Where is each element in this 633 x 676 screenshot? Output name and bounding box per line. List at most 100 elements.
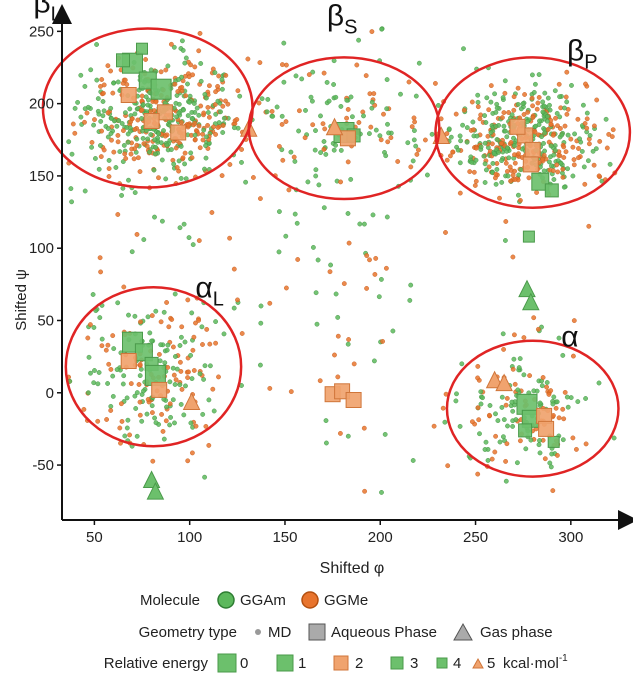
aqueous-point xyxy=(531,172,550,191)
md-point xyxy=(370,212,376,218)
md-point xyxy=(504,134,510,140)
md-point xyxy=(178,175,184,181)
md-point xyxy=(395,159,401,164)
md-point xyxy=(511,107,517,113)
md-point xyxy=(579,148,585,154)
md-point xyxy=(553,405,559,411)
md-point xyxy=(475,99,481,105)
md-point xyxy=(521,112,527,117)
md-point xyxy=(149,410,155,415)
md-point xyxy=(105,342,111,348)
md-point xyxy=(113,165,119,170)
md-point xyxy=(335,333,341,339)
md-point xyxy=(473,157,479,163)
md-point xyxy=(293,73,299,79)
md-point xyxy=(210,386,216,392)
md-point xyxy=(158,342,164,348)
md-point xyxy=(215,125,221,130)
md-point xyxy=(280,157,286,163)
md-point xyxy=(192,120,198,126)
md-point xyxy=(549,163,554,169)
md-point xyxy=(203,143,209,149)
md-point xyxy=(149,313,155,318)
md-point xyxy=(531,388,537,394)
md-point xyxy=(120,381,126,387)
md-point xyxy=(145,102,151,108)
md-point xyxy=(503,402,509,408)
legend-energy-5-label: 5 xyxy=(487,655,495,672)
md-point xyxy=(151,108,157,114)
md-point xyxy=(218,109,223,115)
md-point xyxy=(487,403,493,408)
md-point xyxy=(431,423,437,429)
md-point xyxy=(72,130,78,136)
y-axis-label: Shifted ψ xyxy=(13,269,30,331)
md-point xyxy=(139,107,145,113)
md-point xyxy=(191,334,197,340)
md-point xyxy=(512,152,517,158)
md-point xyxy=(152,137,158,143)
x-tick-label: 100 xyxy=(177,529,202,546)
md-point xyxy=(98,154,104,160)
md-point xyxy=(235,297,240,303)
x-axis-label: Shifted φ xyxy=(320,560,385,577)
md-point xyxy=(361,113,366,119)
md-point xyxy=(507,164,513,170)
md-point xyxy=(192,136,198,142)
md-point xyxy=(323,440,329,446)
md-point xyxy=(123,110,128,116)
md-point xyxy=(484,95,490,101)
md-point xyxy=(295,257,301,262)
md-point xyxy=(212,70,218,76)
md-point xyxy=(128,381,134,386)
md-point xyxy=(173,100,179,106)
md-point xyxy=(183,383,188,389)
md-point xyxy=(227,162,233,167)
md-point xyxy=(515,387,521,393)
md-point xyxy=(201,376,207,382)
md-point xyxy=(178,334,184,340)
x-tick-label: 250 xyxy=(463,529,488,546)
md-point xyxy=(186,74,192,80)
md-point xyxy=(156,351,162,357)
md-point xyxy=(132,393,138,399)
md-point xyxy=(193,320,198,326)
md-point xyxy=(143,57,149,62)
md-point xyxy=(493,433,498,439)
md-point xyxy=(179,324,185,330)
legend-ggam-circle xyxy=(217,591,235,609)
md-point xyxy=(505,423,510,429)
md-point xyxy=(258,320,264,326)
md-point xyxy=(189,110,195,115)
md-point xyxy=(321,205,327,211)
md-point xyxy=(117,425,123,431)
md-point xyxy=(122,77,128,83)
md-point xyxy=(167,422,173,428)
md-point xyxy=(164,404,169,410)
gas-phase-point xyxy=(485,370,504,389)
aqueous-point xyxy=(151,381,168,398)
md-point xyxy=(556,415,562,421)
md-point xyxy=(345,341,351,347)
md-point xyxy=(181,412,187,418)
md-point xyxy=(464,125,470,131)
md-point xyxy=(501,417,507,422)
md-point xyxy=(223,73,229,78)
md-point xyxy=(554,111,560,116)
md-point xyxy=(147,330,153,336)
md-point xyxy=(135,117,141,123)
md-point xyxy=(483,120,489,125)
md-point xyxy=(445,463,451,469)
md-point xyxy=(488,83,494,89)
md-point xyxy=(167,379,173,385)
md-point xyxy=(525,119,530,125)
md-point xyxy=(150,458,156,464)
md-point xyxy=(149,338,155,344)
md-point xyxy=(540,109,546,115)
md-point xyxy=(516,365,522,370)
md-point xyxy=(110,90,116,96)
md-point xyxy=(562,389,568,395)
md-point xyxy=(190,347,196,353)
md-point xyxy=(364,285,369,291)
md-point xyxy=(590,148,596,154)
